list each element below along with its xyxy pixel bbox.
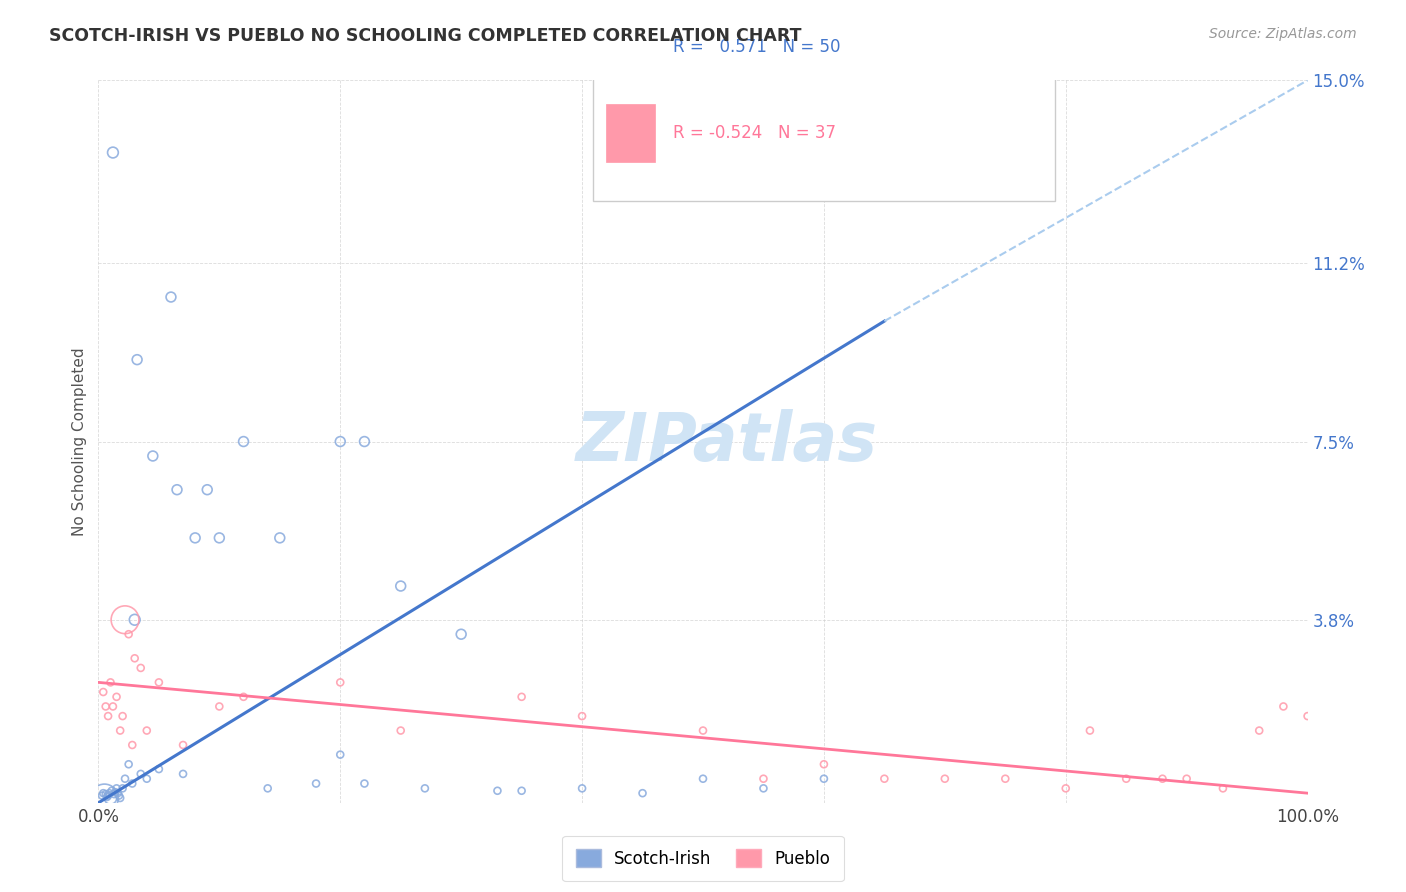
Point bbox=[100, 784, 122, 798]
Point bbox=[124, 651, 146, 665]
Point bbox=[1054, 781, 1077, 796]
Point bbox=[994, 772, 1017, 786]
Point bbox=[107, 786, 129, 800]
Point bbox=[692, 723, 714, 738]
Point bbox=[142, 449, 165, 463]
Point bbox=[329, 747, 352, 762]
Point bbox=[103, 787, 125, 801]
Point bbox=[94, 787, 117, 801]
Point bbox=[96, 790, 118, 805]
Point bbox=[813, 757, 835, 772]
Point bbox=[389, 723, 412, 738]
Point bbox=[510, 690, 533, 704]
Point bbox=[208, 531, 231, 545]
Point bbox=[571, 709, 593, 723]
Point bbox=[166, 483, 188, 497]
Point bbox=[98, 786, 121, 800]
Point bbox=[256, 781, 278, 796]
Point bbox=[195, 483, 218, 497]
Point bbox=[91, 685, 114, 699]
Point bbox=[118, 757, 141, 772]
Point bbox=[172, 767, 194, 781]
Point bbox=[1175, 772, 1198, 786]
Point bbox=[269, 531, 291, 545]
Point bbox=[232, 690, 254, 704]
Point bbox=[1115, 772, 1137, 786]
Point bbox=[813, 772, 835, 786]
Text: R =   0.571   N = 50: R = 0.571 N = 50 bbox=[673, 37, 841, 55]
Legend: Scotch-Irish, Pueblo: Scotch-Irish, Pueblo bbox=[562, 836, 844, 881]
Point bbox=[100, 675, 122, 690]
Point bbox=[873, 772, 896, 786]
Point bbox=[100, 791, 122, 805]
Point bbox=[108, 723, 131, 738]
Point bbox=[934, 772, 956, 786]
Bar bbox=[606, 104, 655, 162]
Text: ZIPatlas: ZIPatlas bbox=[576, 409, 879, 475]
Point bbox=[413, 781, 436, 796]
Point bbox=[105, 690, 128, 704]
Point bbox=[91, 786, 114, 800]
Point bbox=[121, 738, 143, 752]
Point bbox=[93, 791, 115, 805]
Point bbox=[148, 675, 170, 690]
Point bbox=[232, 434, 254, 449]
Point bbox=[353, 434, 375, 449]
Point bbox=[129, 767, 152, 781]
Point bbox=[94, 699, 117, 714]
Point bbox=[129, 661, 152, 675]
Point bbox=[752, 772, 775, 786]
Point bbox=[124, 613, 146, 627]
Point bbox=[101, 699, 124, 714]
Text: SCOTCH-IRISH VS PUEBLO NO SCHOOLING COMPLETED CORRELATION CHART: SCOTCH-IRISH VS PUEBLO NO SCHOOLING COMP… bbox=[49, 27, 801, 45]
Point bbox=[160, 290, 183, 304]
Point bbox=[329, 675, 352, 690]
Point bbox=[1078, 723, 1101, 738]
Point bbox=[91, 789, 114, 803]
Point bbox=[1212, 781, 1234, 796]
Point bbox=[127, 352, 149, 367]
Point bbox=[305, 776, 328, 790]
Point bbox=[1249, 723, 1271, 738]
Point bbox=[1152, 772, 1174, 786]
Point bbox=[571, 781, 593, 796]
Point bbox=[752, 781, 775, 796]
Point bbox=[1296, 709, 1319, 723]
Point bbox=[118, 627, 141, 641]
Y-axis label: No Schooling Completed: No Schooling Completed bbox=[72, 347, 87, 536]
Point bbox=[108, 791, 131, 805]
Point bbox=[114, 613, 136, 627]
Point bbox=[329, 434, 352, 449]
Point bbox=[510, 784, 533, 798]
Point bbox=[135, 772, 157, 786]
Point bbox=[450, 627, 472, 641]
Point bbox=[97, 709, 120, 723]
Point bbox=[631, 786, 654, 800]
Point bbox=[114, 772, 136, 786]
Point bbox=[1272, 699, 1295, 714]
Point bbox=[135, 723, 157, 738]
Point bbox=[184, 531, 207, 545]
Point bbox=[105, 781, 128, 796]
Point bbox=[172, 738, 194, 752]
Point bbox=[692, 772, 714, 786]
Text: R = -0.524   N = 37: R = -0.524 N = 37 bbox=[673, 124, 835, 142]
Point bbox=[104, 785, 127, 799]
Point bbox=[97, 789, 120, 803]
FancyBboxPatch shape bbox=[593, 0, 1054, 201]
Text: Source: ZipAtlas.com: Source: ZipAtlas.com bbox=[1209, 27, 1357, 41]
Point bbox=[389, 579, 412, 593]
Point bbox=[486, 784, 509, 798]
Point bbox=[208, 699, 231, 714]
Point bbox=[108, 789, 131, 803]
Point bbox=[111, 781, 134, 796]
Point bbox=[101, 145, 124, 160]
Point bbox=[148, 762, 170, 776]
Point bbox=[111, 709, 134, 723]
Bar bbox=[606, 18, 655, 76]
Point bbox=[353, 776, 375, 790]
Point bbox=[121, 776, 143, 790]
